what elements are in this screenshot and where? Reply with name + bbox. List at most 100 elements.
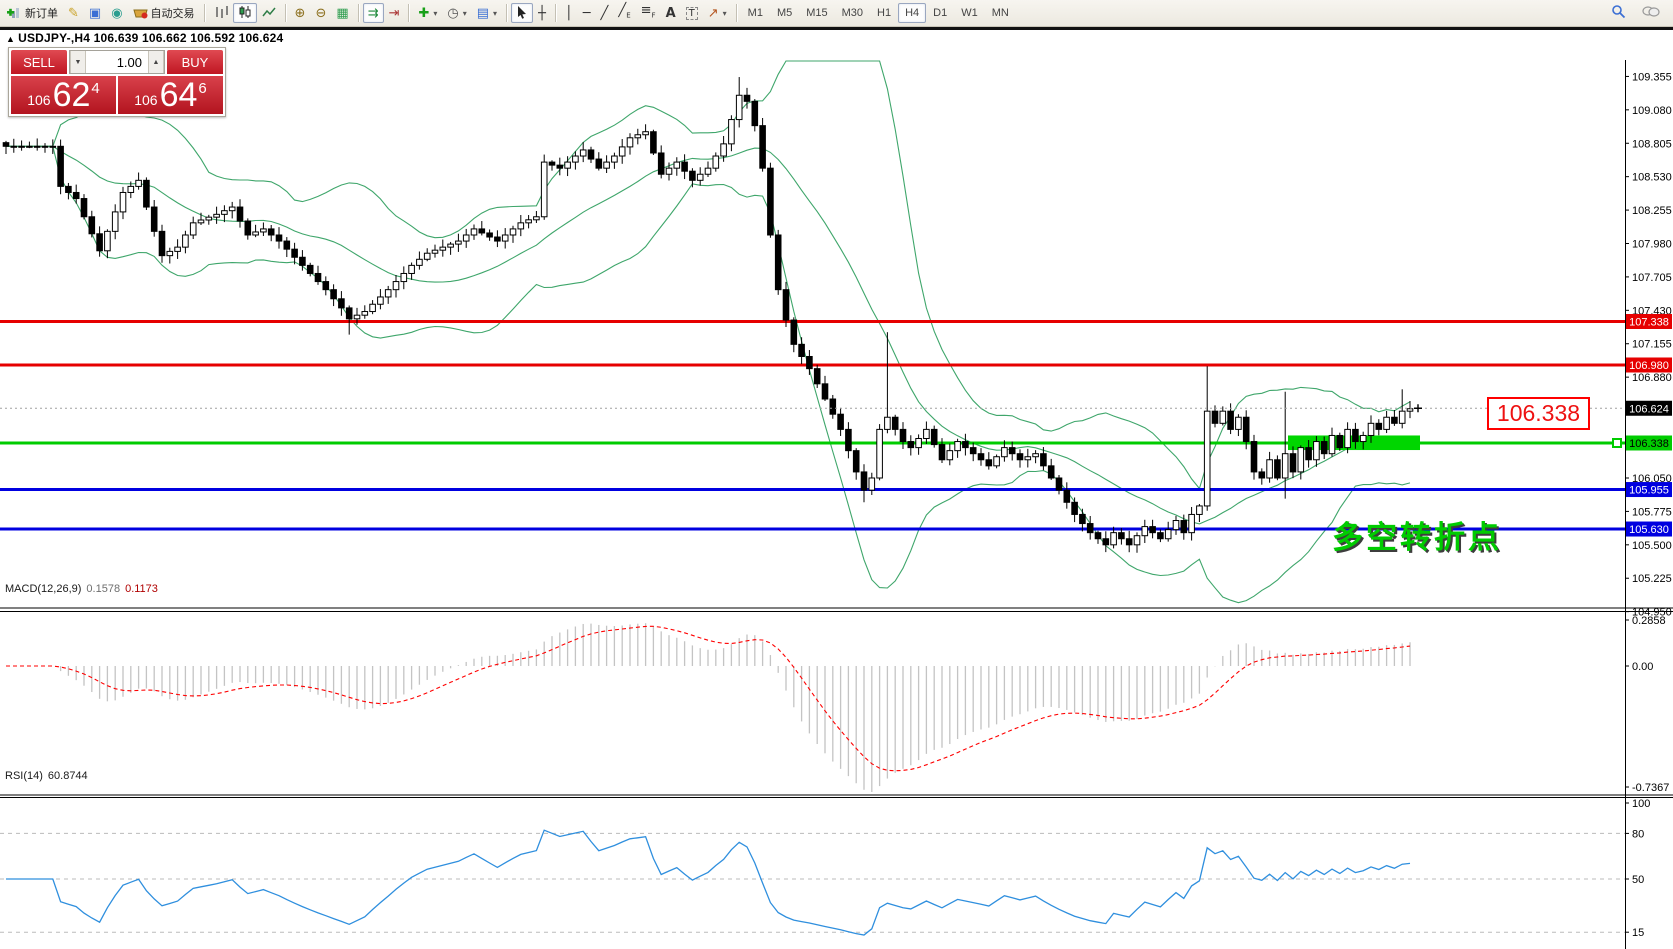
candle-body <box>1047 465 1055 479</box>
level-drag-handle[interactable] <box>1612 438 1622 448</box>
tf-m1-button[interactable]: M1 <box>741 3 770 23</box>
chart-line-button[interactable] <box>257 3 281 23</box>
fibonacci-button[interactable]: ≡F <box>636 3 661 23</box>
candle-body <box>1398 410 1406 424</box>
chart-shift-button[interactable]: ⇥ <box>384 3 405 23</box>
market-watch-button[interactable]: ◉ <box>106 3 127 23</box>
styles-button[interactable]: ✎ <box>63 3 84 23</box>
text-label-button[interactable]: T <box>681 3 703 23</box>
candle-body <box>509 228 517 236</box>
chart-line-icon <box>261 5 276 22</box>
candle-body <box>611 155 618 163</box>
chart-ohlc-title: ▲ USDJPY-,H4 106.639 106.662 106.592 106.… <box>6 31 283 45</box>
macd-signal-line <box>6 625 1411 772</box>
tf-m15-button[interactable]: M15 <box>799 3 834 23</box>
fibonacci-icon: ≡F <box>640 2 656 20</box>
text-icon: A <box>665 5 676 21</box>
candle-body <box>1281 453 1289 479</box>
candle-body <box>1274 459 1281 479</box>
one-click-trading-button[interactable]: ▣ <box>84 3 106 23</box>
candle-body <box>876 428 883 479</box>
candle-body <box>1024 456 1032 461</box>
vertical-line-button[interactable]: │ <box>560 3 578 23</box>
tf-mn-button[interactable]: MN <box>985 3 1016 23</box>
auto-trading-button[interactable]: 自动交易 <box>128 3 200 23</box>
candle-body <box>884 416 891 430</box>
crosshair-button[interactable]: ┼ <box>533 3 551 23</box>
zoom-in-button[interactable]: ⊕ <box>290 3 311 23</box>
price-tick-label: 107.705 <box>1632 272 1672 284</box>
zoom-in-icon: ⊕ <box>294 5 306 21</box>
candle-body <box>439 246 447 251</box>
toolbar-right <box>1606 3 1671 23</box>
candle-body <box>1079 513 1086 525</box>
buy-button[interactable]: BUY <box>167 50 223 74</box>
candle-body <box>1125 538 1133 546</box>
candle-body <box>1001 447 1008 458</box>
tf-d1-button[interactable]: D1 <box>926 3 954 23</box>
buy-price-display[interactable]: 106 64 6 <box>118 76 223 114</box>
tf-w1-button[interactable]: W1 <box>954 3 985 23</box>
tf-h4-button[interactable]: H4 <box>898 3 927 23</box>
volume-increase-button[interactable]: ▲ <box>148 51 164 73</box>
buy-price-prefix: 106 <box>134 92 158 108</box>
equidistant-channel-button[interactable]: ╱E <box>613 3 635 23</box>
horizontal-line-button[interactable]: ─ <box>578 3 596 23</box>
candle-body <box>283 240 291 250</box>
candle-body <box>322 281 330 291</box>
chevron-down-icon: ▾ <box>462 8 467 18</box>
candles-layer <box>2 77 1414 553</box>
collapse-arrow-icon[interactable]: ▲ <box>6 34 16 44</box>
periods-button[interactable]: ◷ ▾ <box>442 3 471 23</box>
chart-bars-button[interactable] <box>209 3 233 23</box>
candle-body <box>80 198 88 218</box>
zoom-out-button[interactable]: ⊖ <box>310 3 331 23</box>
cursor-button[interactable] <box>511 3 534 23</box>
sell-button[interactable]: SELL <box>11 50 67 74</box>
candle-body <box>821 383 829 400</box>
trendline-button[interactable]: ╱ <box>596 3 614 23</box>
tf-m1-label: M1 <box>747 7 763 19</box>
toolbar-separator <box>357 4 359 22</box>
price-tick-label: 107.980 <box>1632 238 1672 250</box>
candle-body <box>197 219 205 224</box>
chat-button[interactable] <box>1637 3 1665 23</box>
chart-canvas[interactable]: 109.355 109.080 108.805 108.530 108.255 107.9… <box>0 59 1673 949</box>
sell-price-display[interactable]: 106 62 4 <box>11 76 116 114</box>
auto-scroll-button[interactable]: ⇉ <box>362 3 384 23</box>
candle-body <box>782 289 790 321</box>
chart-candles-button[interactable] <box>232 3 257 23</box>
price-level-callout[interactable]: 106.338 <box>1487 397 1590 430</box>
chinese-annotation-text[interactable]: 多空转折点 <box>1332 520 1502 555</box>
candle-body <box>751 100 759 127</box>
price-axis[interactable]: 109.355 109.080 108.805 108.530 108.255 107.9… <box>1625 71 1672 949</box>
candle-body <box>829 398 837 415</box>
candle-body <box>423 252 431 260</box>
templates-button[interactable]: ▤ ▾ <box>472 3 502 23</box>
bollinger-m-line <box>6 145 1411 525</box>
indicators-button[interactable]: ✚ ▾ <box>413 3 442 23</box>
candle-body <box>462 234 470 242</box>
candle-body <box>10 145 18 148</box>
tf-w1-label: W1 <box>961 7 978 19</box>
horizontal-line-icon: ─ <box>582 5 591 21</box>
tf-m5-button[interactable]: M5 <box>770 3 799 23</box>
text-button[interactable]: A <box>661 3 681 23</box>
candle-body <box>1094 532 1102 540</box>
styles-icon: ✎ <box>68 5 79 21</box>
volume-input[interactable] <box>86 51 148 73</box>
candle-body <box>1266 459 1273 479</box>
search-button[interactable] <box>1606 3 1631 23</box>
zoom-out-icon: ⊖ <box>315 5 327 21</box>
candle-body <box>1172 520 1180 531</box>
buy-price-big: 64 <box>159 76 198 114</box>
tile-windows-button[interactable]: ▦ <box>331 3 353 23</box>
tf-m30-button[interactable]: M30 <box>835 3 870 23</box>
toolbar-group <box>209 1 281 25</box>
new-order-button[interactable]: 新订单 <box>2 3 63 23</box>
candle-body <box>306 264 314 274</box>
candle-body <box>868 477 876 491</box>
tf-h1-button[interactable]: H1 <box>870 3 898 23</box>
volume-decrease-button[interactable]: ▼ <box>70 51 86 73</box>
arrows-button[interactable]: ↗ ▾ <box>703 3 732 23</box>
